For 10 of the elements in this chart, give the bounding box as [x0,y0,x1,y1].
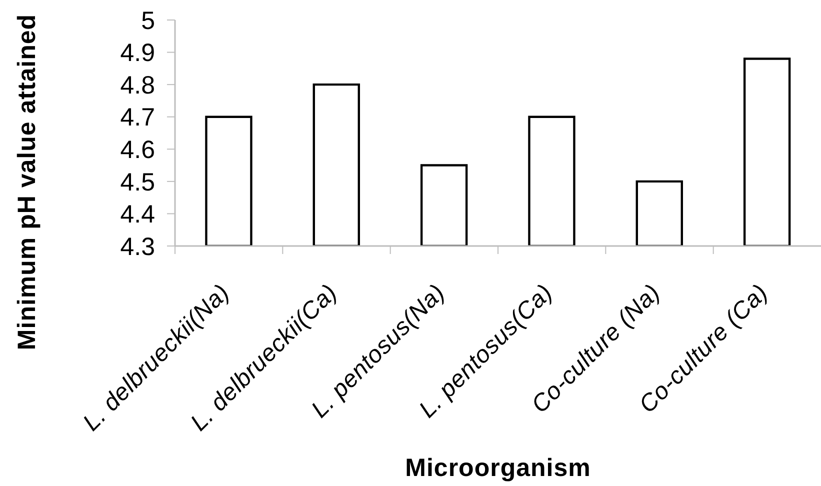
y-tick-label: 4.5 [120,168,155,196]
y-tick-label: 4.3 [120,232,155,261]
y-tick-label: 4.8 [120,71,155,100]
y-axis-title: Minimum pH value attained [13,14,41,350]
x-axis-title: Microorganism [405,454,591,482]
y-tick-label: 4.9 [120,39,155,68]
y-tick-label: 4.7 [120,104,155,132]
y-tick-label: 4.6 [120,136,155,164]
y-tick-label: 4.4 [120,200,156,229]
y-tick-label: 5 [141,6,155,35]
